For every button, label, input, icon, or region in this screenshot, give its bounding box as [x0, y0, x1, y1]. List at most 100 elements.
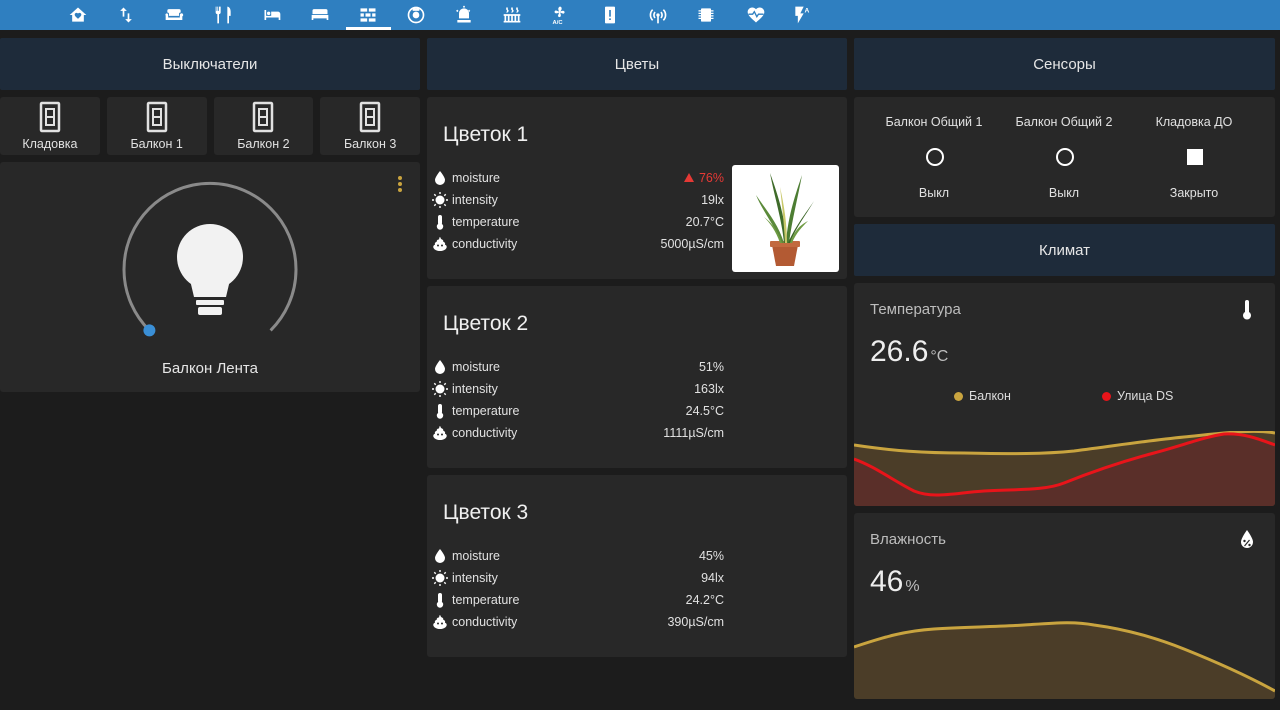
- plant-row-intensity[interactable]: intensity 19lx: [430, 189, 724, 211]
- plant-row-temperature[interactable]: temperature 24.5°C: [430, 400, 724, 422]
- water-drop-icon: [430, 547, 450, 565]
- switch-label: Балкон 3: [343, 137, 397, 151]
- plant-name: Цветок 2: [443, 312, 529, 335]
- row-label: conductivity: [452, 615, 518, 629]
- sensors-header: Сенсоры: [854, 38, 1275, 90]
- row-value: 24.5°C: [685, 404, 724, 418]
- row-value: 76%: [683, 171, 724, 185]
- thermometer-icon: [430, 591, 450, 609]
- plant-row-temperature[interactable]: temperature 24.2°C: [430, 589, 724, 611]
- home-heart-icon[interactable]: [56, 0, 100, 30]
- flowers-header: Цветы: [427, 38, 847, 90]
- plant-card-1[interactable]: Цветок 1 moisture 76% intensity 19lx tem…: [427, 97, 847, 279]
- plant-row-conductivity[interactable]: conductivity 5000µS/cm: [430, 233, 724, 255]
- humidity-graph[interactable]: [854, 619, 1275, 699]
- plant-row-conductivity[interactable]: conductivity 1111µS/cm: [430, 422, 724, 444]
- brightness-dial[interactable]: [0, 162, 420, 352]
- water-drop-icon: [430, 169, 450, 187]
- switch-label: Балкон 1: [130, 137, 183, 151]
- humidity-card[interactable]: Влажность 46%: [854, 513, 1275, 699]
- swap-vertical-icon[interactable]: [104, 0, 148, 30]
- light-switch-icon: [359, 101, 381, 133]
- row-label: temperature: [452, 215, 520, 229]
- switch-label: Кладовка: [22, 137, 78, 151]
- radiator-icon[interactable]: [490, 0, 534, 30]
- row-label: conductivity: [452, 426, 518, 440]
- emoticon-poop-icon: [430, 235, 450, 253]
- row-label: moisture: [452, 549, 500, 563]
- row-value: 1111µS/cm: [663, 426, 724, 440]
- brightness-slider-handle[interactable]: [143, 324, 156, 337]
- row-label: temperature: [452, 593, 520, 607]
- thermometer-icon: [430, 402, 450, 420]
- plant-row-intensity[interactable]: intensity 163lx: [430, 378, 724, 400]
- switches-header: Выключатели: [0, 38, 420, 90]
- switch-balkon-2[interactable]: Балкон 2: [213, 97, 314, 155]
- plant-card-3[interactable]: Цветок 3 moisture 45% intensity 94lx tem…: [427, 475, 847, 657]
- humidity-line: [854, 621, 1275, 693]
- water-percent-icon: [1241, 530, 1253, 548]
- plant-row-moisture[interactable]: moisture 51%: [430, 356, 724, 378]
- heart-pulse-icon[interactable]: [734, 0, 778, 30]
- emoticon-poop-icon: [430, 613, 450, 631]
- row-label: conductivity: [452, 237, 518, 251]
- plant-row-moisture[interactable]: moisture 76%: [430, 167, 724, 189]
- chip-icon[interactable]: [684, 0, 728, 30]
- climate-header: Климат: [854, 224, 1275, 276]
- row-value: 24.2°C: [685, 593, 724, 607]
- sensor-name: Балкон Общий 2: [1015, 115, 1113, 129]
- silverware-icon[interactable]: [202, 0, 246, 30]
- plant-row-intensity[interactable]: intensity 94lx: [430, 567, 724, 589]
- temperature-title: Температура: [870, 301, 961, 318]
- alert-icon[interactable]: [588, 0, 632, 30]
- bed-double-icon[interactable]: [298, 0, 342, 30]
- square-icon: [1187, 149, 1203, 165]
- legend-label: Улица DS: [1117, 389, 1174, 403]
- light-switch-icon: [146, 101, 167, 133]
- row-value-text: 76%: [698, 171, 724, 185]
- series-ulitsa-ds-area: [854, 433, 1275, 506]
- switch-balkon-3[interactable]: Балкон 3: [320, 97, 420, 155]
- legend-item-ulitsa-ds[interactable]: Улица DS: [1102, 389, 1173, 403]
- flash-auto-icon[interactable]: A: [780, 0, 824, 30]
- switch-kladovka[interactable]: Кладовка: [0, 97, 100, 155]
- switch-balkon-1[interactable]: Балкон 1: [106, 97, 207, 155]
- plant-row-temperature[interactable]: temperature 20.7°C: [430, 211, 724, 233]
- plant-image: [732, 165, 839, 272]
- row-label: intensity: [452, 193, 498, 207]
- switches-column: Выключатели Кладовка Балкон 1 Балкон 2 Б…: [0, 38, 420, 392]
- plant-card-2[interactable]: Цветок 2 moisture 51% intensity 163lx te…: [427, 286, 847, 468]
- row-value: 94lx: [701, 571, 724, 585]
- temperature-unit: °C: [930, 348, 949, 365]
- active-tab-indicator: [346, 27, 391, 30]
- switch-row: Кладовка Балкон 1 Балкон 2 Балкон 3: [0, 97, 420, 155]
- humidity-value: 46%: [870, 565, 920, 599]
- more-menu-icon[interactable]: [398, 176, 402, 194]
- sensors-card: Балкон Общий 1 Выкл Балкон Общий 2 Выкл …: [854, 97, 1275, 217]
- circle-outline-icon: [926, 148, 944, 166]
- humidity-area: [854, 622, 1275, 699]
- wall-icon[interactable]: [346, 0, 390, 30]
- row-label: moisture: [452, 171, 500, 185]
- temperature-value: 26.6 °C: [870, 335, 948, 369]
- robot-vacuum-icon[interactable]: [394, 0, 438, 30]
- sofa-icon[interactable]: [152, 0, 196, 30]
- temperature-card[interactable]: Температура 26.6 °C Балкон Улица DS: [854, 283, 1275, 506]
- access-point-icon[interactable]: [636, 0, 680, 30]
- alarm-light-icon[interactable]: [442, 0, 486, 30]
- plant-row-moisture[interactable]: moisture 45%: [430, 545, 724, 567]
- legend-item-balkon[interactable]: Балкон: [954, 389, 1011, 403]
- air-conditioner-icon[interactable]: A/C: [538, 0, 582, 30]
- temperature-number: 26.6: [870, 335, 929, 368]
- plant-name: Цветок 1: [443, 123, 529, 146]
- bed-single-icon[interactable]: [250, 0, 294, 30]
- warning-triangle-icon: [683, 173, 694, 182]
- temperature-graph[interactable]: [854, 431, 1275, 506]
- light-switch-icon: [253, 101, 274, 133]
- row-label: intensity: [452, 382, 498, 396]
- lightbulb-icon[interactable]: [177, 224, 243, 315]
- sensors-column: Сенсоры Балкон Общий 1 Выкл Балкон Общий…: [854, 38, 1275, 699]
- sensor-name: Балкон Общий 1: [885, 115, 983, 129]
- row-value: 19lx: [701, 193, 724, 207]
- plant-row-conductivity[interactable]: conductivity 390µS/cm: [430, 611, 724, 633]
